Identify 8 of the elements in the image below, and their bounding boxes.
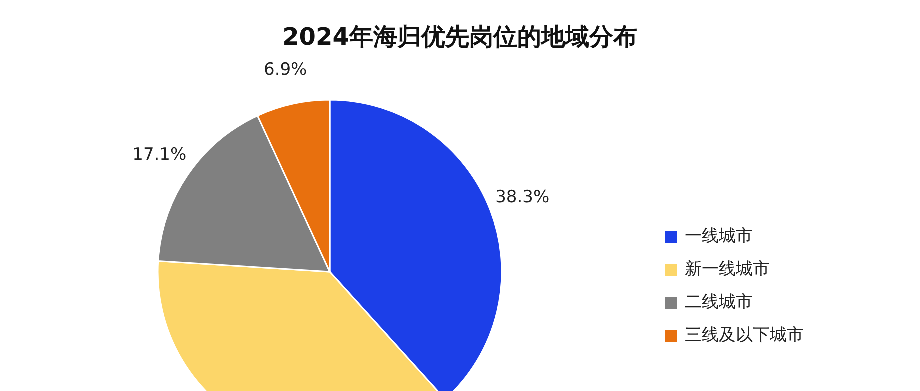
data-label: 6.9% — [264, 60, 308, 80]
legend-label: 三线及以下城市 — [685, 326, 804, 346]
data-label: 17.1% — [132, 145, 187, 166]
legend-label: 二线城市 — [685, 292, 753, 313]
legend-label: 一线城市 — [685, 226, 753, 247]
legend-label: 新一线城市 — [685, 260, 770, 280]
data-label: 38.3% — [496, 187, 550, 208]
chart-title: 2024年海归优先岗位的地域分布 — [282, 23, 638, 51]
